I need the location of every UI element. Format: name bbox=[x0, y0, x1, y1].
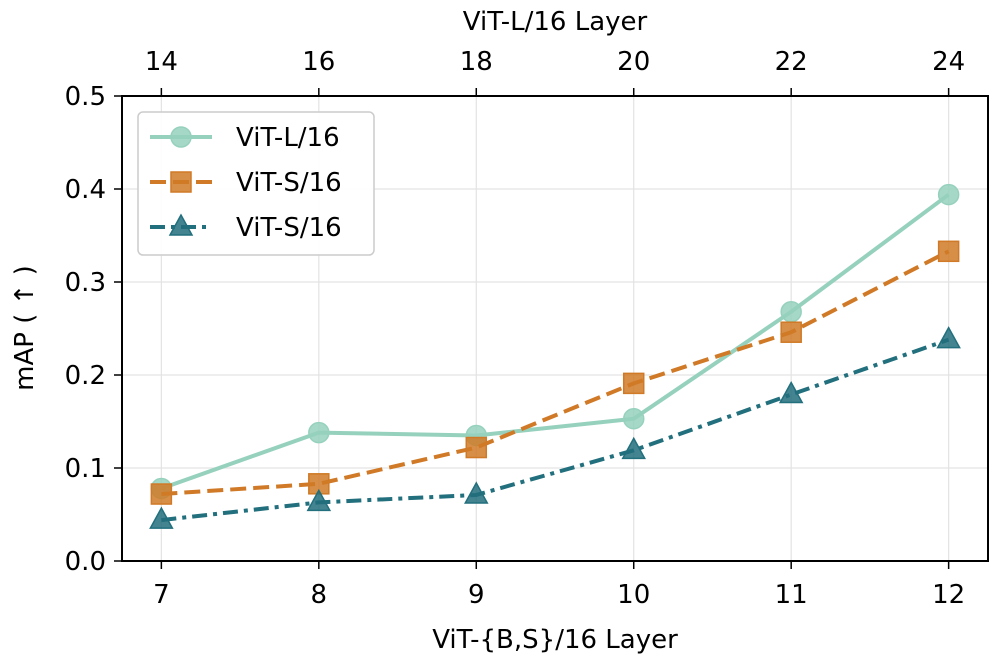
data-point bbox=[937, 240, 960, 263]
y-tick-label: 0.0 bbox=[65, 547, 106, 577]
legend-label: ViT-S/16 bbox=[236, 168, 342, 198]
x-top-tick-label: 22 bbox=[775, 47, 808, 77]
x-tick-label: 11 bbox=[775, 580, 808, 610]
legend-box bbox=[137, 111, 375, 256]
y-tick-label: 0.3 bbox=[65, 268, 106, 298]
data-point bbox=[936, 326, 961, 349]
top-axis-title: ViT-L/16 Layer bbox=[463, 7, 648, 37]
y-tick-label: 0.5 bbox=[65, 82, 106, 112]
x-top-tick-label: 16 bbox=[302, 47, 335, 77]
data-point bbox=[937, 183, 960, 206]
data-point bbox=[306, 488, 332, 512]
legend-marker bbox=[168, 213, 194, 236]
legend-marker bbox=[170, 126, 192, 148]
x-tick-label: 12 bbox=[932, 580, 965, 610]
data-point bbox=[621, 436, 646, 460]
series-line bbox=[161, 337, 950, 523]
y-axis-title: mAP ( ↑ ) bbox=[10, 265, 40, 391]
series-3 bbox=[149, 326, 961, 529]
plot-frame bbox=[121, 95, 989, 562]
x-tick-label: 8 bbox=[311, 580, 328, 610]
x-top-tick-label: 20 bbox=[617, 47, 650, 77]
data-point bbox=[778, 380, 804, 404]
data-point bbox=[622, 407, 645, 430]
data-point bbox=[150, 483, 173, 505]
legend-entry: ViT-S/16 bbox=[150, 213, 342, 243]
data-point bbox=[465, 436, 488, 459]
data-series bbox=[149, 183, 961, 529]
x-tick-label: 7 bbox=[153, 580, 170, 610]
data-point bbox=[622, 372, 645, 395]
bottom-axis-title: ViT-{B,S}/16 Layer bbox=[432, 625, 678, 655]
data-point bbox=[149, 506, 174, 529]
x-top-tick-label: 24 bbox=[932, 47, 965, 77]
series-line bbox=[161, 249, 950, 497]
data-point bbox=[464, 481, 489, 504]
legend-entry: ViT-S/16 bbox=[150, 168, 342, 198]
series-2 bbox=[150, 240, 960, 505]
data-point bbox=[308, 421, 330, 444]
series-line bbox=[160, 192, 950, 491]
x-tick-label: 9 bbox=[468, 580, 485, 610]
y-tick-label: 0.4 bbox=[65, 175, 106, 205]
legend-label: ViT-L/16 bbox=[236, 123, 340, 153]
legend-marker bbox=[170, 171, 192, 193]
data-point bbox=[780, 321, 802, 343]
legend-entry: ViT-L/16 bbox=[150, 123, 340, 153]
x-top-tick-label: 18 bbox=[460, 47, 493, 77]
legend: ViT-L/16 ViT-S/16 ViT-S/16 bbox=[137, 111, 375, 256]
x-top-tick-label: 14 bbox=[145, 47, 178, 77]
legend-label: ViT-S/16 bbox=[236, 213, 342, 243]
x-tick-label: 10 bbox=[617, 580, 650, 610]
data-point bbox=[780, 301, 802, 323]
y-tick-label: 0.2 bbox=[65, 361, 106, 391]
axis-ticks: 7 14 8 16 9 18 10 20 11 22 12 24 0.0 0.1 0.2 0.3 0.4 0.5 bbox=[65, 47, 966, 610]
y-tick-label: 0.1 bbox=[65, 454, 106, 484]
